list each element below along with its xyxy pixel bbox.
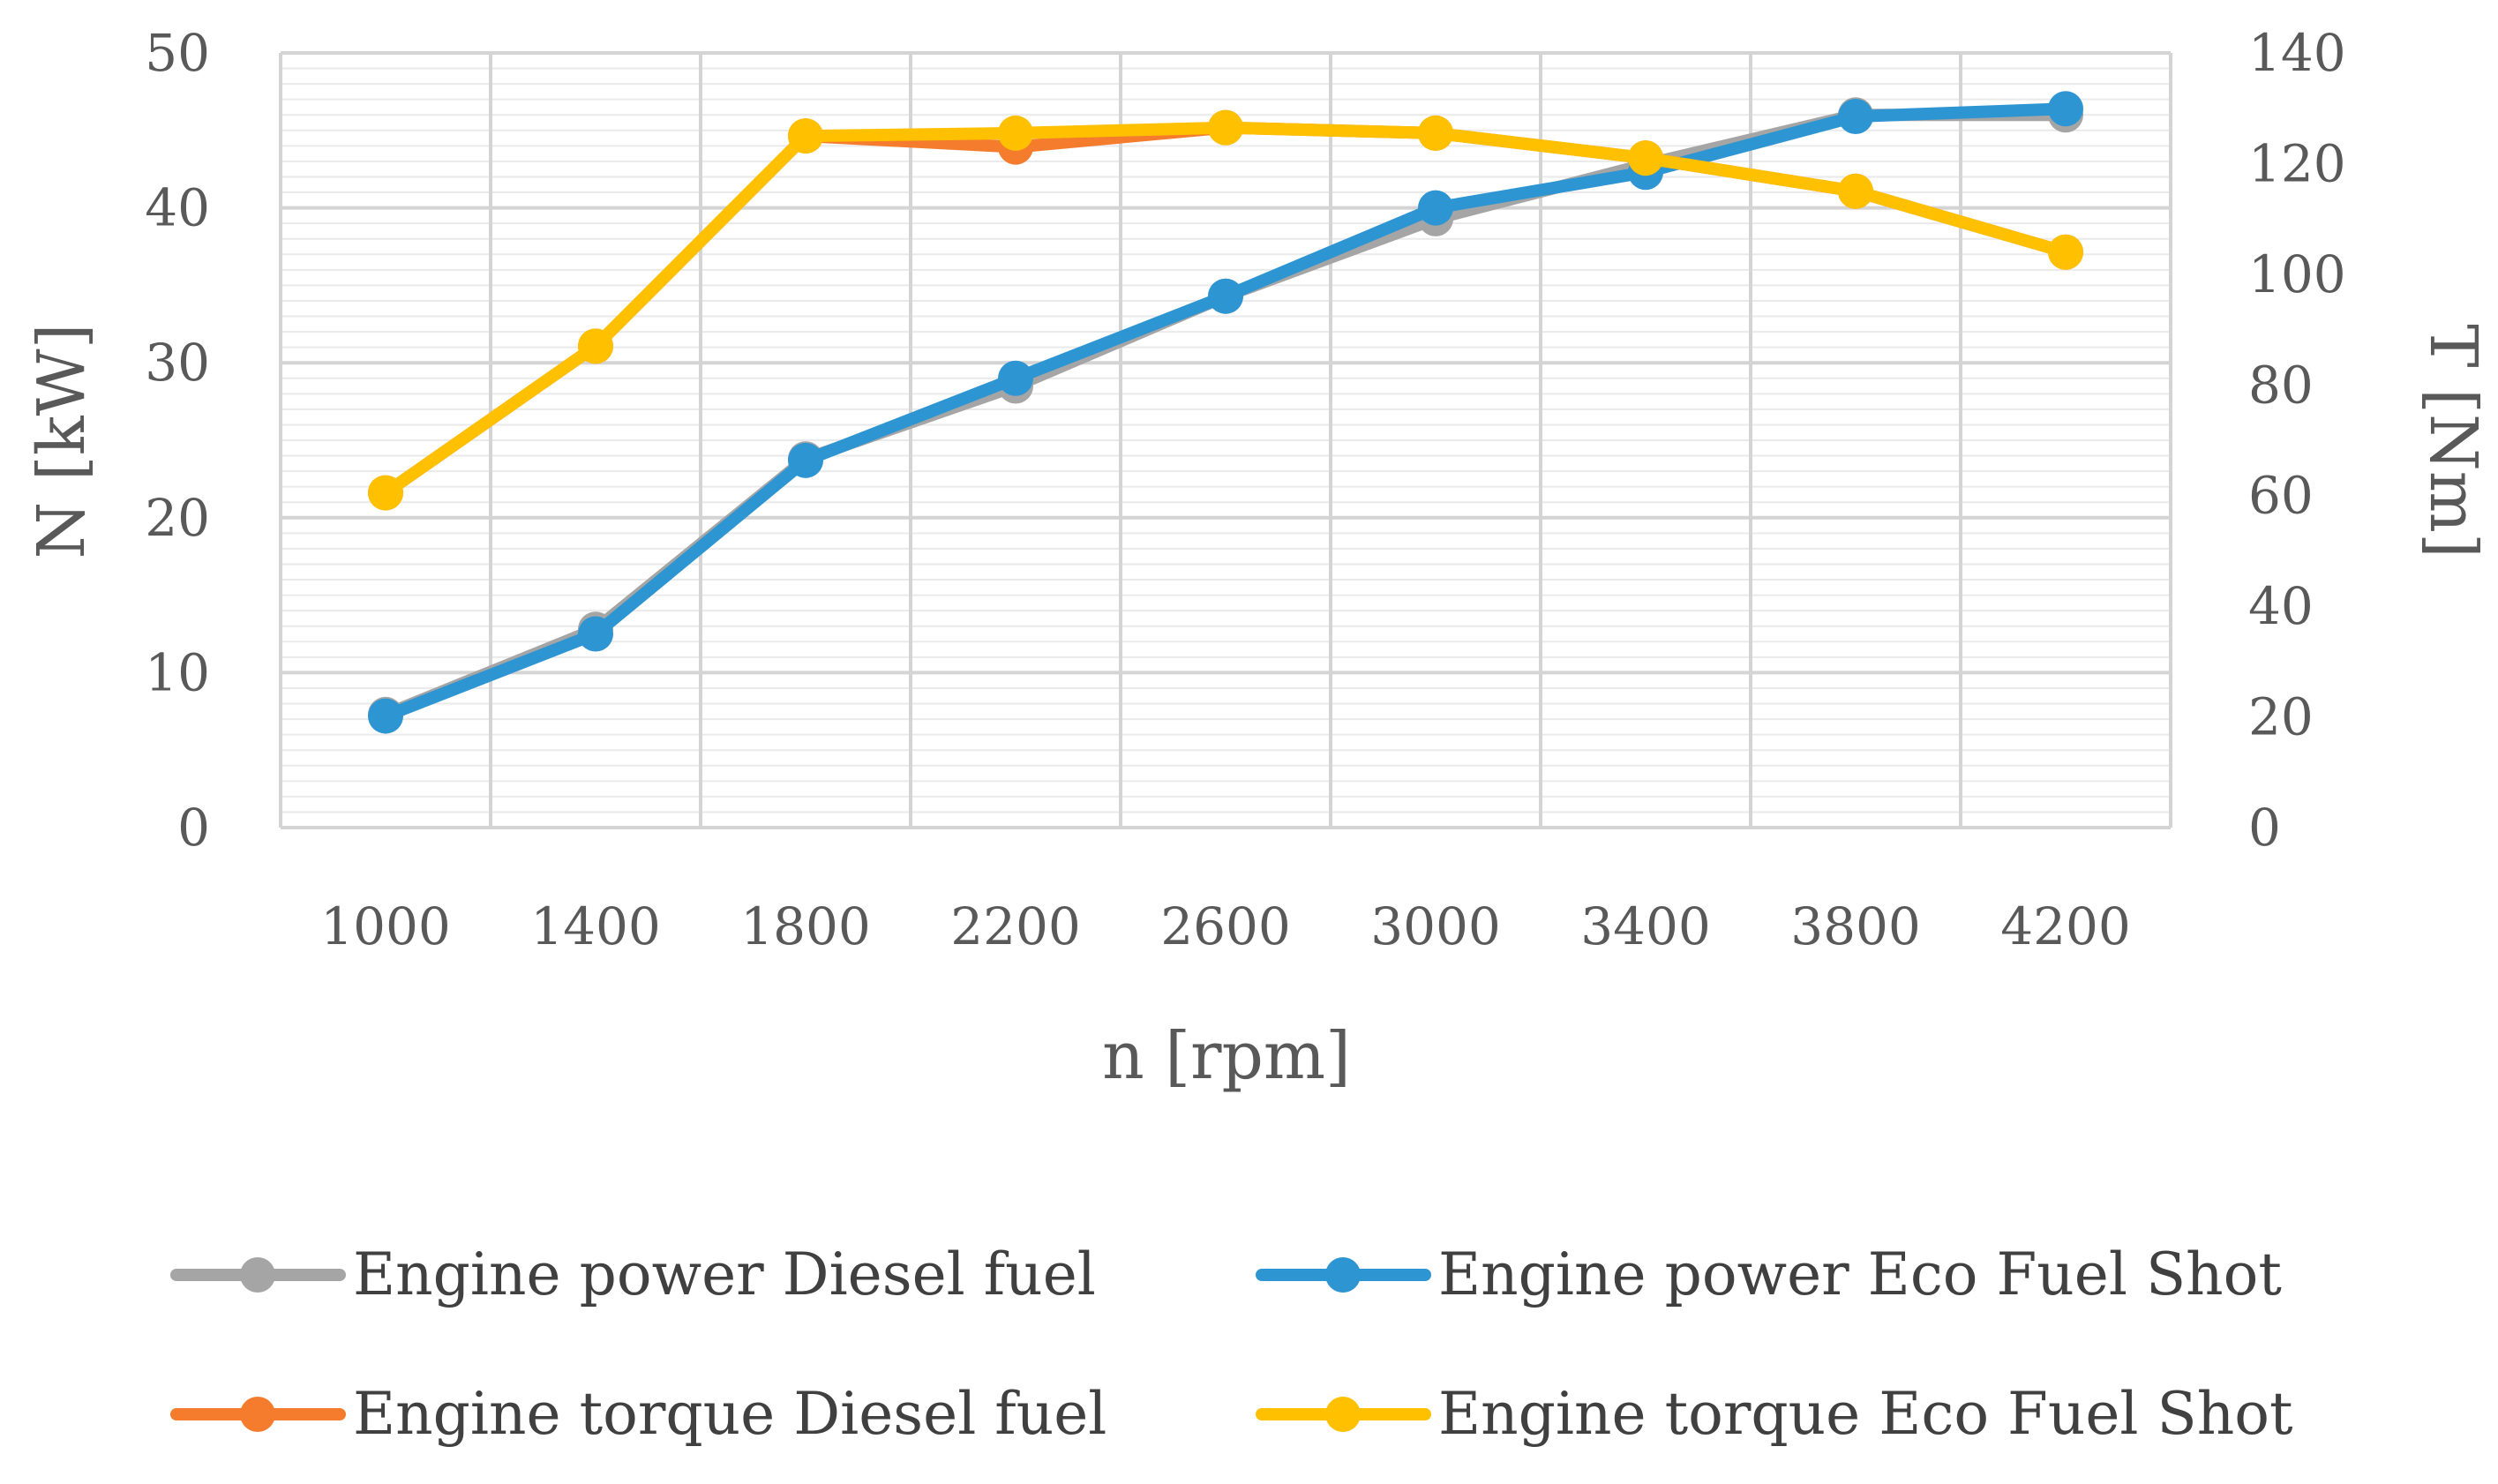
y-right-tick-label: 120 [2248,133,2346,193]
x-axis: 1000 1400 1800 2200 2600 3000 3400 3800 4200 [320,896,2131,956]
series-layer [368,91,2083,734]
y-right-tick-label: 80 [2248,355,2314,415]
data-point [788,118,823,154]
y-right-tick-label: 0 [2248,798,2281,858]
legend-swatch-marker [240,1397,275,1432]
x-tick-label: 3000 [1370,896,1501,956]
y-left-tick-label: 30 [145,333,210,393]
legend-item: Engine power Eco Fuel Shot [1256,1240,2282,1308]
y-axis-left: 0 10 20 30 40 50 [145,23,210,858]
legend-label: Engine torque Eco Fuel Shot [1438,1380,2292,1448]
x-tick-label: 2200 [950,896,1081,956]
y-axis-left-title: N [kW] [24,324,100,559]
data-point [1838,98,1873,134]
y-left-tick-label: 40 [145,178,210,238]
legend-item: Engine torque Diesel fuel [170,1380,1106,1448]
data-point [1838,173,1873,209]
data-point [368,698,403,734]
x-tick-label: 1000 [320,896,451,956]
legend-swatch-marker [240,1257,275,1293]
y-axis-right-title: T [Nm] [2415,324,2491,558]
data-point [1418,115,1453,151]
data-point [1208,278,1243,314]
legend-label: Engine torque Diesel fuel [353,1380,1106,1448]
y-right-tick-label: 40 [2248,576,2314,636]
series-line [379,102,2072,723]
x-tick-label: 3800 [1790,896,1921,956]
x-tick-label: 1400 [530,896,661,956]
series-group [368,109,2083,511]
data-point [1418,190,1453,226]
legend-label: Engine power Eco Fuel Shot [1438,1240,2282,1308]
data-point [2048,91,2083,127]
data-point [1628,140,1663,176]
y-right-tick-label: 140 [2248,23,2346,83]
x-tick-label: 1800 [740,896,871,956]
y-right-tick-label: 20 [2248,687,2314,747]
x-axis-title: n [rpm] [1102,1018,1351,1094]
y-left-tick-label: 10 [145,642,210,702]
legend-swatch-marker [1325,1397,1361,1432]
y-right-tick-label: 60 [2248,466,2314,526]
data-point [2048,234,2083,270]
legend: Engine power Diesel fuel Engine power Eco… [170,1240,2292,1448]
data-point [998,360,1033,396]
data-point [368,475,403,511]
y-left-tick-label: 0 [177,798,210,858]
y-axis-right: 0 20 40 60 80 100 120 140 [2248,23,2346,858]
y-right-tick-label: 100 [2248,244,2346,304]
x-tick-label: 3400 [1580,896,1711,956]
x-tick-label: 2600 [1160,896,1291,956]
y-left-tick-label: 20 [145,488,210,548]
data-point [788,442,823,478]
x-tick-label: 4200 [2000,896,2131,956]
legend-swatch-marker [1325,1257,1361,1293]
data-point [998,115,1033,151]
legend-item: Engine torque Eco Fuel Shot [1256,1380,2292,1448]
data-point [578,328,613,364]
legend-label: Engine power Diesel fuel [353,1240,1096,1308]
y-left-tick-label: 50 [145,23,210,83]
series-line [379,109,2072,721]
data-point [578,616,613,652]
data-point [1208,109,1243,146]
grid [279,51,2172,829]
legend-item: Engine power Diesel fuel [170,1240,1096,1308]
